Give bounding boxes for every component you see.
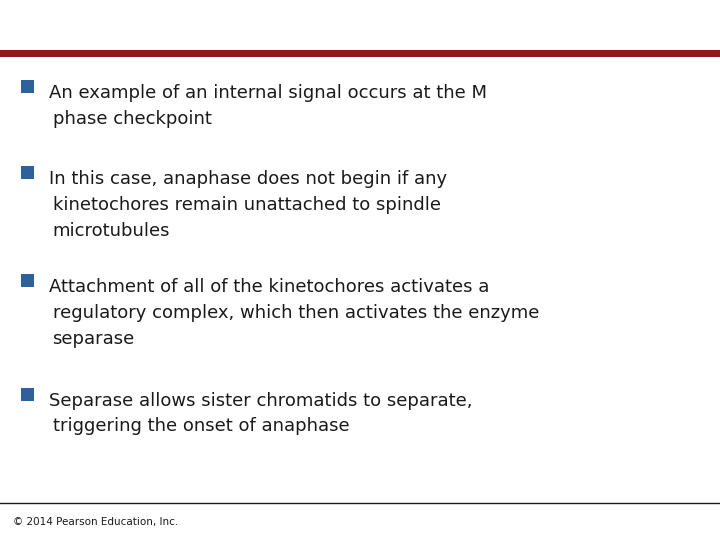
Bar	[21, 80, 34, 93]
Text: separase: separase	[53, 330, 135, 348]
Text: An example of an internal signal occurs at the M: An example of an internal signal occurs …	[49, 84, 487, 102]
Text: microtubules: microtubules	[53, 222, 170, 240]
Bar	[21, 274, 34, 287]
Text: In this case, anaphase does not begin if any: In this case, anaphase does not begin if…	[49, 170, 447, 188]
Text: kinetochores remain unattached to spindle: kinetochores remain unattached to spindl…	[53, 196, 441, 214]
Text: Attachment of all of the kinetochores activates a: Attachment of all of the kinetochores ac…	[49, 278, 490, 296]
Text: triggering the onset of anaphase: triggering the onset of anaphase	[53, 417, 349, 435]
Bar	[21, 388, 34, 401]
Bar	[21, 166, 34, 179]
Text: phase checkpoint: phase checkpoint	[53, 110, 212, 127]
Text: © 2014 Pearson Education, Inc.: © 2014 Pearson Education, Inc.	[13, 516, 179, 526]
Text: Separase allows sister chromatids to separate,: Separase allows sister chromatids to sep…	[49, 392, 472, 409]
Text: regulatory complex, which then activates the enzyme: regulatory complex, which then activates…	[53, 304, 539, 322]
Bar	[0, 50, 720, 57]
